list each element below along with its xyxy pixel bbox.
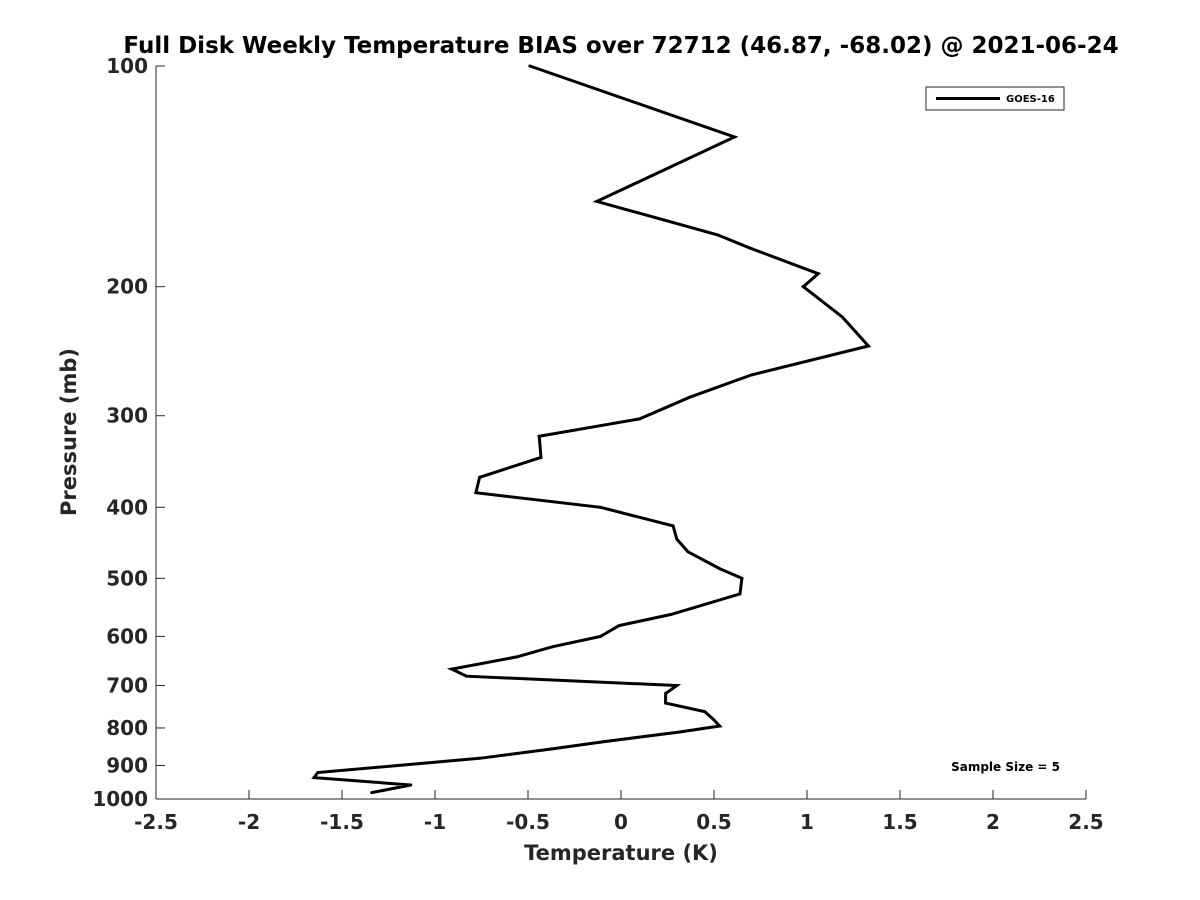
chart-title: Full Disk Weekly Temperature BIAS over 7…	[123, 33, 1118, 59]
x-tick-label: 0.5	[696, 810, 731, 834]
data-point	[749, 373, 753, 377]
plot-area: -2.5 -2 -1.5 -1 -0.5 0 0.5 1 1.5 2 2.5 100 200 300 40…	[92, 54, 1103, 834]
y-tick-label: 400	[106, 495, 148, 519]
sample-size-annotation: Sample Size = 5	[951, 760, 1060, 774]
data-point	[866, 344, 870, 348]
y-axis-label: Pressure (mb)	[57, 348, 81, 516]
x-tick-label: 1.5	[882, 810, 917, 834]
data-point	[712, 718, 716, 722]
data-point	[539, 455, 543, 459]
legend: GOES-16	[925, 86, 1065, 111]
data-point	[478, 756, 482, 760]
data-point	[664, 701, 668, 705]
y-tick-label: 200	[106, 275, 148, 299]
y-tick-label: 500	[106, 566, 148, 590]
data-point	[664, 692, 668, 696]
data-point	[370, 791, 374, 795]
data-point	[638, 417, 642, 421]
data-point	[671, 524, 675, 528]
x-tick-label: -2.5	[134, 810, 178, 834]
data-point	[738, 592, 742, 596]
data-point	[602, 740, 606, 744]
x-tick-label: -1.5	[320, 810, 364, 834]
data-point	[732, 135, 736, 139]
y-tick-label: 100	[106, 54, 148, 78]
data-point	[550, 645, 554, 649]
data-point	[409, 783, 413, 787]
data-point	[747, 246, 751, 250]
data-point	[703, 710, 707, 714]
data-point	[675, 537, 679, 541]
x-tick-label: 2	[986, 810, 1000, 834]
data-point	[617, 624, 621, 628]
x-tick-label: -1	[424, 810, 446, 834]
data-point	[599, 505, 603, 509]
y-tick-label: 300	[106, 404, 148, 428]
y-tick-label: 600	[106, 624, 148, 648]
data-point	[816, 272, 820, 276]
y-tick-label: 700	[106, 673, 148, 697]
data-point	[840, 315, 844, 319]
x-axis-ticks: -2.5 -2 -1.5 -1 -0.5 0 0.5 1 1.5 2 2.5	[134, 790, 1104, 834]
x-axis-label: Temperature (K)	[524, 841, 718, 865]
x-tick-label: 1	[800, 810, 814, 834]
y-tick-label: 800	[106, 716, 148, 740]
data-point	[740, 576, 744, 580]
legend-label-goes-16: GOES-16	[1006, 94, 1055, 105]
data-point	[537, 434, 541, 438]
x-tick-label: 0	[614, 810, 628, 834]
data-point	[312, 776, 316, 780]
data-point	[478, 475, 482, 479]
y-tick-label: 900	[106, 753, 148, 777]
data-point	[718, 567, 722, 571]
data-point	[669, 612, 673, 616]
data-point	[716, 233, 720, 237]
data-point	[474, 491, 478, 495]
data-point	[686, 550, 690, 554]
series-line-goes-16	[311, 64, 872, 795]
data-point	[528, 64, 532, 68]
data-point	[450, 667, 454, 671]
x-tick-label: 2.5	[1068, 810, 1103, 834]
y-axis-ticks: 100 200 300 400 500 600 700 800 900 1000	[92, 54, 165, 811]
y-tick-label: 1000	[92, 787, 148, 811]
data-point	[515, 655, 519, 659]
data-point	[595, 199, 599, 203]
data-point	[465, 674, 469, 678]
data-point	[675, 683, 679, 687]
data-point	[548, 747, 552, 751]
data-point	[718, 724, 722, 728]
data-point	[316, 770, 320, 774]
data-point	[599, 634, 603, 638]
data-point	[679, 730, 683, 734]
data-point	[801, 285, 805, 289]
series-points	[312, 64, 870, 795]
data-point	[688, 395, 692, 399]
x-tick-label: -0.5	[506, 810, 550, 834]
x-tick-label: -2	[238, 810, 260, 834]
